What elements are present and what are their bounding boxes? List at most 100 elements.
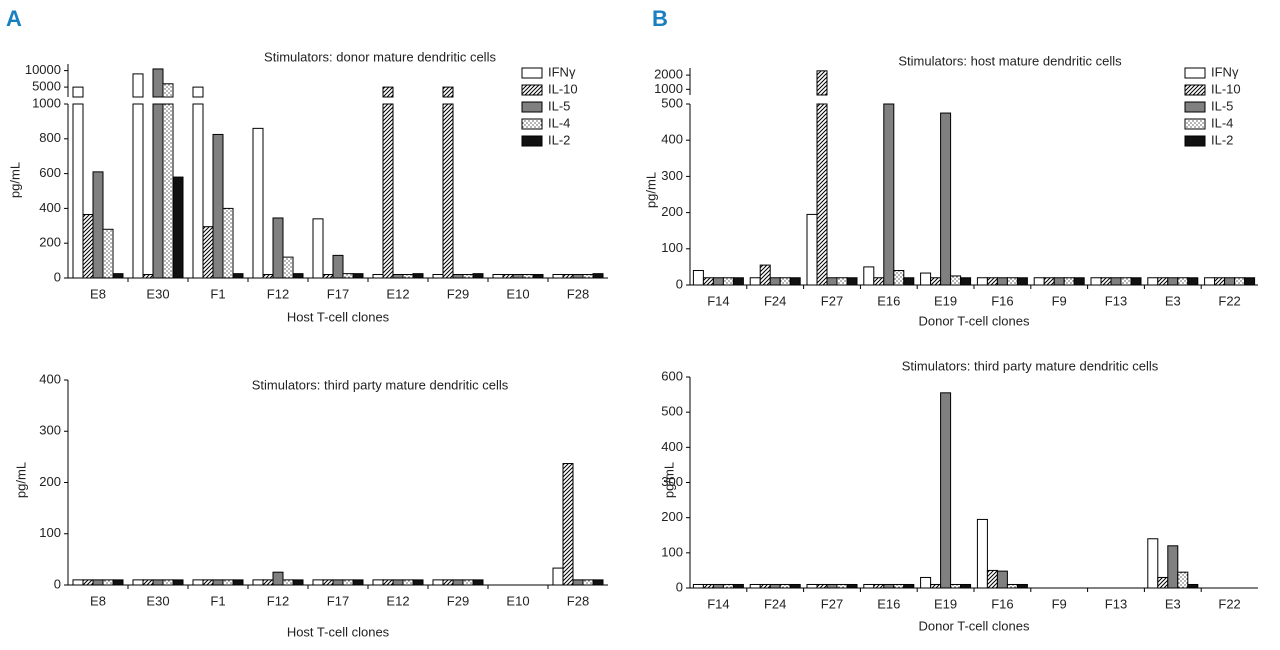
y-tick-label: 200 xyxy=(661,509,683,524)
bar xyxy=(512,274,524,279)
bar xyxy=(883,103,895,286)
bar-upper xyxy=(192,86,204,98)
bar xyxy=(462,579,474,586)
bar xyxy=(252,127,264,279)
x-tick-label: E19 xyxy=(934,596,957,611)
bar xyxy=(82,579,94,586)
y-tick-label: 600 xyxy=(661,368,683,383)
bar xyxy=(950,583,962,589)
bar xyxy=(769,277,781,286)
y-axis-label: pg/mL xyxy=(643,172,658,208)
x-axis-label: Donor T-cell clones xyxy=(918,313,1030,328)
bar xyxy=(402,579,414,586)
legend-label: IL-10 xyxy=(548,81,578,96)
bar xyxy=(72,579,84,586)
bar xyxy=(112,579,124,586)
y-tick-label: 400 xyxy=(39,200,61,215)
y-axis-label: pg/mL xyxy=(7,162,22,198)
bar xyxy=(172,579,184,586)
bar xyxy=(1177,571,1189,589)
bar xyxy=(930,583,942,589)
bar xyxy=(806,583,818,589)
bar-upper xyxy=(162,83,174,98)
bar xyxy=(873,277,885,286)
bar xyxy=(562,463,574,586)
x-tick-label: F29 xyxy=(447,593,469,608)
x-tick-label: E10 xyxy=(506,286,529,301)
y-tick-label: 1000 xyxy=(654,81,683,96)
bar xyxy=(252,579,264,586)
bar xyxy=(779,277,791,286)
y-tick-label: 800 xyxy=(39,130,61,145)
x-tick-label: E16 xyxy=(877,596,900,611)
bar xyxy=(322,579,334,586)
y-tick-label: 600 xyxy=(39,165,61,180)
bar xyxy=(863,266,875,286)
bar xyxy=(769,583,781,589)
x-tick-label: F13 xyxy=(1105,596,1127,611)
bar xyxy=(352,579,364,586)
bar xyxy=(212,133,224,279)
bar xyxy=(692,583,704,589)
legend-swatch xyxy=(521,67,543,79)
bar xyxy=(1090,277,1102,286)
y-tick-label: 300 xyxy=(661,168,683,183)
bar xyxy=(532,274,544,279)
panel-label: A xyxy=(6,6,22,31)
legend-swatch xyxy=(521,84,543,96)
bar xyxy=(272,571,284,586)
x-tick-label: F24 xyxy=(764,293,786,308)
bar xyxy=(552,274,564,279)
x-tick-label: F24 xyxy=(764,596,786,611)
x-tick-label: F29 xyxy=(447,286,469,301)
bar xyxy=(893,583,905,589)
bar xyxy=(816,103,828,286)
x-tick-label: F12 xyxy=(267,593,289,608)
bar xyxy=(522,274,534,279)
x-tick-label: F27 xyxy=(821,596,843,611)
bar xyxy=(572,579,584,586)
bar xyxy=(1016,583,1028,589)
bar xyxy=(950,275,962,286)
bar xyxy=(806,213,818,286)
legend-label: IL-2 xyxy=(1211,132,1233,147)
y-axis-label: pg/mL xyxy=(13,462,28,498)
bar xyxy=(262,274,274,279)
bar xyxy=(282,256,294,279)
bar xyxy=(893,270,905,286)
bar xyxy=(82,213,94,279)
y-tick-label: 0 xyxy=(676,276,683,291)
y-tick-label: 200 xyxy=(661,204,683,219)
x-tick-label: E3 xyxy=(1165,596,1181,611)
x-tick-label: E19 xyxy=(934,293,957,308)
bar xyxy=(232,579,244,586)
bar xyxy=(749,583,761,589)
bar xyxy=(382,103,394,279)
bar xyxy=(1006,277,1018,286)
bar xyxy=(1234,277,1246,286)
bar-upper xyxy=(816,70,828,96)
y-tick-label: 0 xyxy=(54,576,61,591)
chart-title: Stimulators: donor mature dendritic cell… xyxy=(264,49,496,64)
bar xyxy=(172,176,184,279)
panel-label: B xyxy=(652,6,668,31)
x-tick-label: F1 xyxy=(210,286,225,301)
legend-label: IL-4 xyxy=(1211,115,1233,130)
bar xyxy=(1167,277,1179,286)
bar xyxy=(352,273,364,279)
y-tick-label: 0 xyxy=(676,579,683,594)
y-tick-label: 100 xyxy=(661,544,683,559)
bar xyxy=(492,274,504,279)
bar xyxy=(162,103,174,279)
bar xyxy=(1224,277,1236,286)
bar xyxy=(592,273,604,279)
x-tick-label: F16 xyxy=(991,596,1013,611)
x-tick-label: E30 xyxy=(146,286,169,301)
bar xyxy=(192,579,204,586)
bar xyxy=(432,274,444,279)
bar xyxy=(472,273,484,279)
bar-upper xyxy=(152,68,164,98)
legend-label: IFNγ xyxy=(548,64,576,79)
bar xyxy=(1016,277,1028,286)
bar xyxy=(732,583,744,589)
